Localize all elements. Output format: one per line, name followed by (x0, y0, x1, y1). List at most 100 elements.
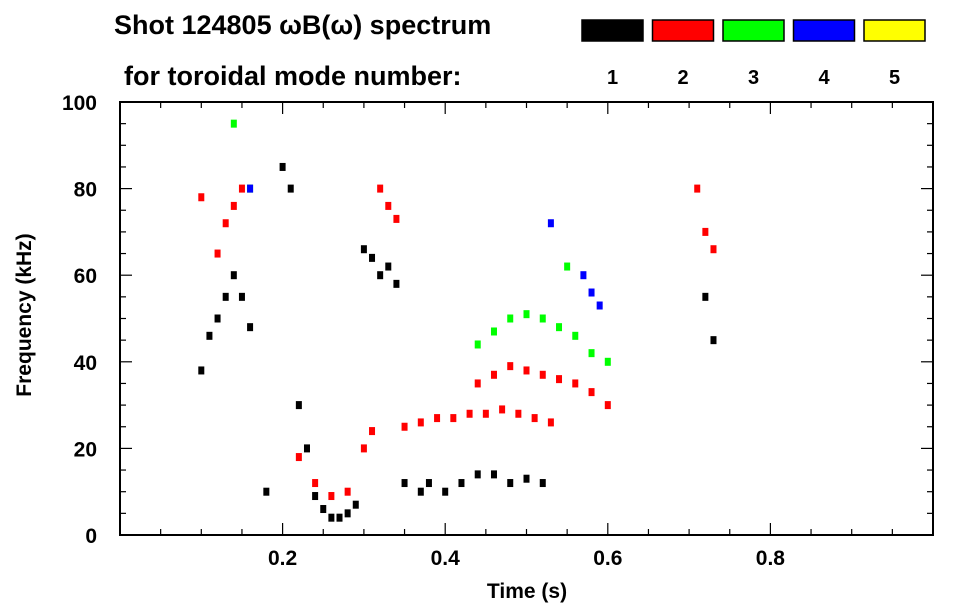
chart-title-line1: Shot 124805 ωB(ω) spectrum (114, 10, 491, 40)
point-n=1-30 (507, 479, 514, 488)
point-n=2-15 (417, 418, 424, 427)
plot-frame (119, 101, 934, 536)
point-n=2-10 (369, 427, 376, 436)
point-n=3-9 (588, 349, 595, 358)
chart-title-line2: for toroidal mode number: (124, 61, 462, 91)
point-n=1-33 (702, 292, 709, 301)
point-n=1-21 (385, 262, 392, 271)
point-n=1-4 (230, 271, 237, 280)
point-n=2-2 (222, 219, 229, 228)
point-n=2-4 (238, 184, 245, 193)
legend-label-3: 3 (748, 67, 759, 89)
point-n=2-13 (393, 214, 400, 223)
y-tick-label: 60 (74, 265, 97, 288)
point-n=1-8 (279, 162, 286, 171)
point-n=2-28 (539, 370, 546, 379)
legend: 1 2 3 4 5 (581, 19, 926, 89)
point-n=1-20 (377, 271, 384, 280)
point-n=3-6 (539, 314, 546, 323)
point-n=4-4 (596, 301, 603, 310)
point-n=2-16 (434, 414, 441, 423)
point-n=3-3 (490, 327, 497, 336)
point-n=1-14 (328, 513, 335, 522)
point-n=2-26 (507, 362, 514, 371)
point-n=1-6 (247, 323, 254, 332)
point-n=2-0 (198, 193, 205, 202)
point-n=1-16 (344, 509, 351, 518)
point-n=2-33 (694, 184, 701, 193)
point-n=1-27 (458, 479, 465, 488)
point-n=1-19 (369, 253, 376, 262)
point-n=3-5 (523, 310, 530, 319)
point-n=1-10 (295, 401, 302, 410)
point-n=1-3 (222, 292, 229, 301)
point-n=2-22 (531, 414, 538, 423)
point-n=1-13 (320, 505, 327, 514)
point-n=2-17 (450, 414, 457, 423)
point-n=1-28 (474, 470, 481, 479)
point-n=3-2 (474, 340, 481, 349)
legend-swatch-3 (722, 19, 785, 42)
point-n=1-26 (442, 487, 449, 496)
point-n=1-22 (393, 279, 400, 288)
point-n=3-10 (604, 357, 611, 366)
point-n=2-11 (377, 184, 384, 193)
tick-labels: 0.2 0.4 0.6 0.8 0 20 40 60 80 100 (62, 92, 785, 570)
point-n=1-18 (360, 245, 367, 254)
legend-swatch-4 (792, 19, 856, 42)
point-n=1-0 (198, 366, 205, 375)
point-n=1-25 (425, 479, 432, 488)
point-n=1-9 (287, 184, 294, 193)
point-n=1-32 (539, 479, 546, 488)
x-tick-label: 0.8 (756, 547, 786, 570)
point-n=2-27 (523, 366, 530, 375)
y-tick-label: 0 (85, 525, 97, 548)
point-n=1-1 (206, 331, 213, 340)
point-n=4-0 (247, 184, 254, 193)
x-tick-label: 0.6 (593, 547, 622, 570)
point-n=1-34 (710, 336, 717, 345)
point-n=3-11 (564, 262, 571, 271)
point-n=2-12 (385, 201, 392, 210)
point-n=1-12 (312, 492, 319, 501)
point-n=1-15 (336, 513, 343, 522)
point-n=1-24 (417, 487, 424, 496)
x-tick-label: 0.4 (431, 547, 461, 570)
point-n=2-5 (295, 453, 302, 462)
point-n=1-17 (352, 500, 359, 509)
point-n=2-1 (214, 249, 221, 258)
point-n=2-32 (604, 401, 611, 410)
point-n=2-21 (515, 409, 522, 418)
legend-swatch-2 (651, 19, 715, 42)
point-n=3-0 (230, 119, 237, 128)
point-n=2-6 (312, 479, 319, 488)
y-tick-label: 80 (74, 179, 97, 202)
y-tick-label: 40 (74, 352, 97, 375)
point-n=1-7 (263, 487, 270, 496)
point-n=1-29 (490, 470, 497, 479)
point-n=1-31 (523, 474, 530, 483)
point-n=2-31 (588, 388, 595, 397)
axis-ticks (120, 101, 933, 536)
point-n=2-23 (547, 418, 554, 427)
point-n=2-34 (702, 227, 709, 236)
point-n=1-23 (401, 479, 408, 488)
point-n=2-8 (344, 487, 351, 496)
point-n=2-25 (490, 370, 497, 379)
point-n=2-9 (360, 444, 367, 453)
point-n=2-7 (328, 492, 335, 501)
x-tick-label: 0.2 (268, 547, 297, 570)
point-n=3-8 (572, 331, 579, 340)
legend-swatch-5 (863, 19, 926, 42)
point-n=4-2 (580, 271, 587, 280)
point-n=1-5 (238, 292, 245, 301)
legend-label-2: 2 (677, 67, 688, 89)
point-n=2-24 (474, 379, 481, 388)
point-n=3-7 (556, 323, 563, 332)
point-n=1-11 (303, 444, 310, 453)
y-tick-label: 20 (74, 438, 97, 461)
point-n=2-35 (710, 245, 717, 254)
point-n=2-20 (499, 405, 506, 414)
y-tick-label: 100 (62, 92, 97, 115)
